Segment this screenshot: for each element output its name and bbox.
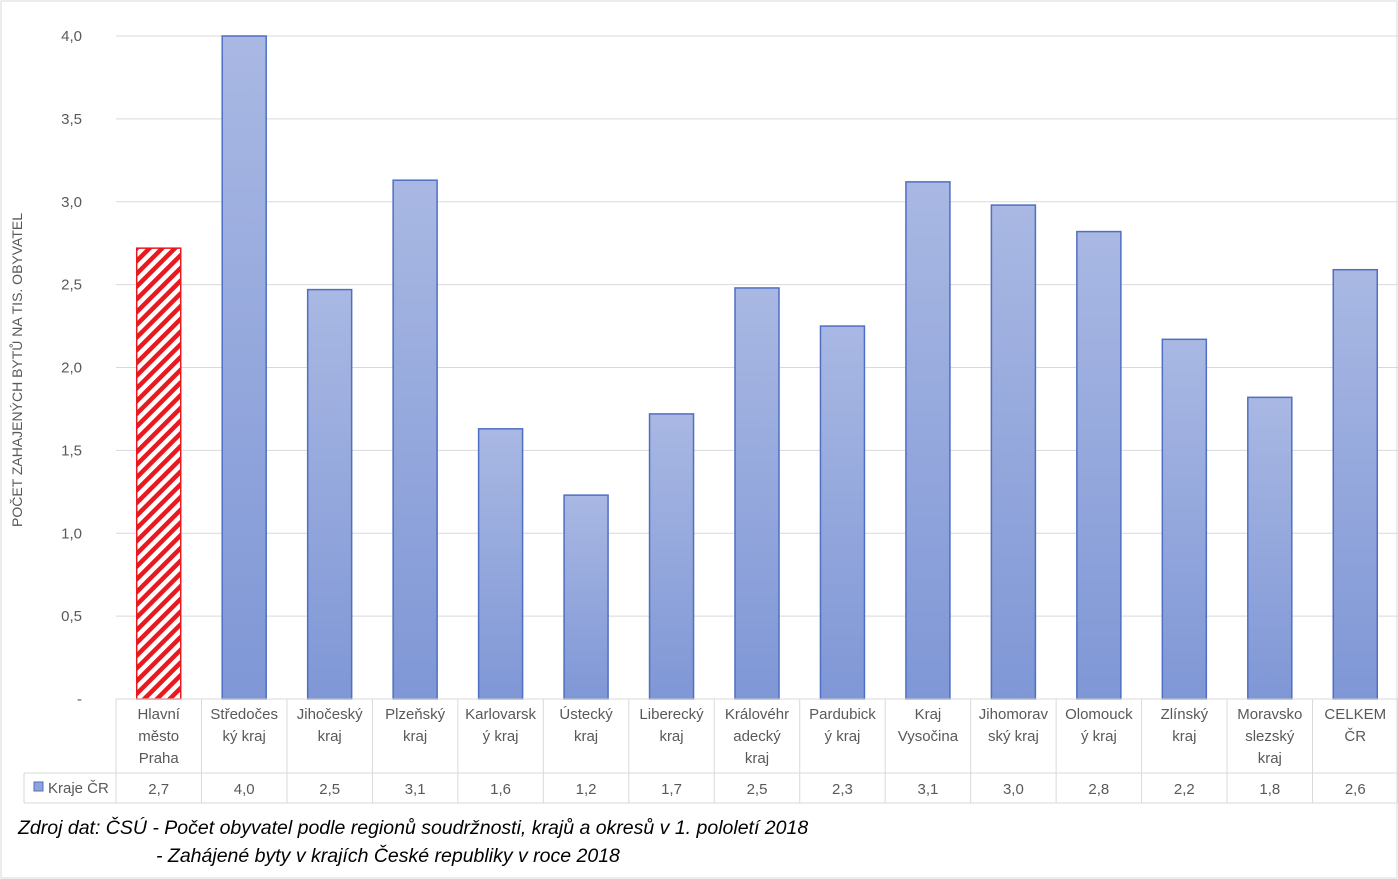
bar: [1332, 268, 1379, 700]
bar: [905, 181, 951, 700]
data-label: 3,0: [1003, 781, 1024, 798]
data-label: 1,8: [1259, 781, 1280, 798]
category-label: Jihomorav ský kraj: [979, 706, 1049, 745]
legend-label: Kraje ČR: [48, 780, 109, 797]
data-label: 3,1: [405, 781, 426, 798]
y-tick-label: 2,0: [61, 360, 82, 377]
data-label: 2,6: [1345, 781, 1366, 798]
bar: [734, 287, 780, 700]
data-label: 1,2: [576, 781, 597, 798]
data-label: 1,6: [490, 781, 511, 798]
data-label: 2,5: [747, 781, 768, 798]
y-tick-label: 0,5: [61, 608, 82, 625]
bar-highlighted: [135, 247, 182, 700]
legend-swatch: [33, 781, 44, 792]
bar: [990, 204, 1037, 700]
category-label: Karlovarsk ý kraj: [465, 706, 536, 745]
y-tick-label: 1,0: [61, 525, 82, 542]
bars: [135, 35, 1379, 700]
category-label: Hlavní město Praha: [137, 706, 180, 767]
bar: [1161, 338, 1208, 700]
data-label: 2,8: [1088, 781, 1109, 798]
data-label: 2,2: [1174, 781, 1195, 798]
category-label: Ústecký kraj: [559, 706, 613, 745]
bar: [819, 325, 866, 700]
bar: [1076, 230, 1122, 700]
y-tick-labels: - 0,5 1,0 1,5 2,0 2,5 3,0 3,5 4,0: [61, 28, 82, 708]
y-axis-label: POČET ZAHAJENÝCH BYTŮ NA TIS. OBYVATEL: [8, 213, 25, 527]
data-label: 1,7: [661, 781, 682, 798]
data-label: 2,7: [148, 781, 169, 798]
bar: [648, 413, 695, 700]
category-label: Kraj Vysočina: [898, 706, 959, 745]
data-table: Hlavní město Praha Středočes ký kraj Jihočesk…: [23, 698, 1398, 804]
bar: [306, 288, 353, 700]
category-label: Zlínský kraj: [1161, 706, 1209, 745]
y-tick-label: 4,0: [61, 28, 82, 45]
category-label: Moravsko slezský kraj: [1237, 706, 1302, 767]
bar: [221, 35, 267, 700]
data-label: 3,1: [918, 781, 939, 798]
category-label: Královéhr adecký kraj: [725, 706, 789, 767]
bar: [563, 494, 609, 700]
category-label: Liberecký kraj: [639, 706, 704, 745]
category-label: Plzeňský kraj: [385, 706, 446, 745]
category-label: Jihočeský kraj: [297, 706, 363, 745]
y-tick-label: 2,5: [61, 277, 82, 294]
source-note: Zdroj dat: ČSÚ - Počet obyvatel podle re…: [18, 814, 808, 870]
category-label: Pardubick ý kraj: [809, 706, 876, 745]
y-tick-label: 1,5: [61, 442, 82, 459]
bar: [1247, 396, 1293, 700]
bar: [477, 428, 524, 700]
category-label: Středočes ký kraj: [210, 706, 278, 745]
category-label: Olomouck ý kraj: [1065, 706, 1133, 745]
category-label: CELKEM ČR: [1324, 706, 1386, 745]
y-tick-label: -: [77, 691, 82, 708]
source-line-1: Zdroj dat: ČSÚ - Počet obyvatel podle re…: [18, 817, 809, 839]
data-label: 4,0: [234, 781, 255, 798]
bar: [392, 179, 438, 700]
source-line-2: - Zahájené byty v krajích České republik…: [156, 845, 620, 867]
data-label: 2,5: [319, 781, 340, 798]
y-tick-label: 3,0: [61, 194, 82, 211]
data-label: 2,3: [832, 781, 853, 798]
y-tick-label: 3,5: [61, 111, 82, 128]
